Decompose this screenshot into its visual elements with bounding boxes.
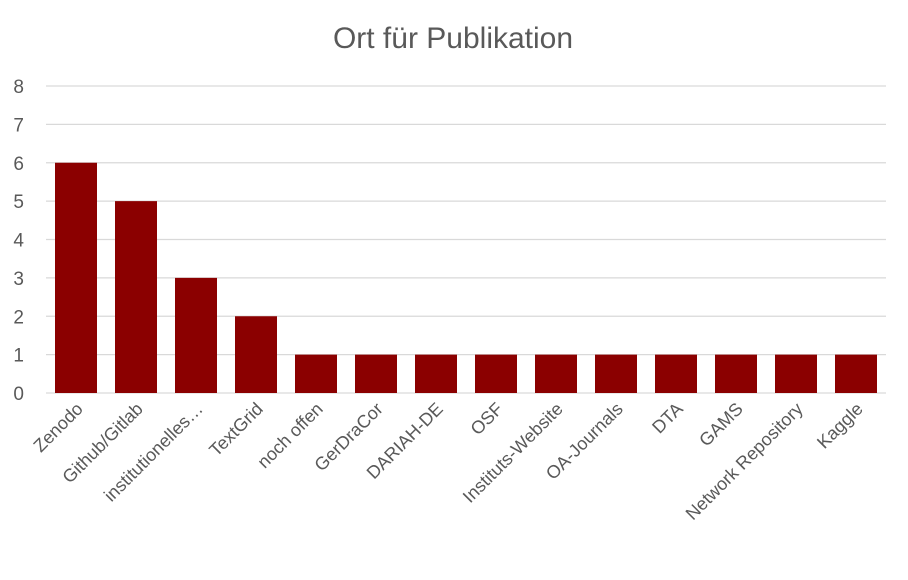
- x-axis-category-labels: ZenodoGithub/Gitlabinstitutionelles…Text…: [30, 399, 867, 524]
- bar-gerdracor: [355, 354, 397, 393]
- y-tick-label: 7: [13, 115, 24, 136]
- bar-zenodo: [55, 162, 97, 393]
- x-category-label: Instituts-Website: [459, 399, 567, 507]
- bar-kaggle: [835, 354, 877, 393]
- x-category-label: DTA: [648, 399, 687, 438]
- y-axis-ticks: 0 1 2 3 4 5 6 7 8: [13, 77, 24, 405]
- bar-dariah-de: [415, 354, 457, 393]
- gridlines: [46, 85, 886, 394]
- bar-network-repository: [775, 354, 817, 393]
- bar-institutionelles: [175, 277, 217, 393]
- x-category-label: Zenodo: [30, 399, 87, 456]
- bar-github-gitlab: [115, 201, 157, 393]
- bar-osf: [475, 354, 517, 393]
- bar-noch-offen: [295, 354, 337, 393]
- bar-instituts-website: [535, 354, 577, 393]
- y-tick-label: 4: [13, 231, 24, 252]
- x-category-label: OSF: [467, 399, 507, 439]
- y-tick-label: 1: [13, 346, 24, 367]
- bar-gams: [715, 354, 757, 393]
- chart-title: Ort für Publikation: [333, 22, 573, 55]
- x-category-label: TextGrid: [205, 399, 267, 461]
- x-category-label: GAMS: [695, 399, 747, 451]
- bar-dta: [655, 354, 697, 393]
- x-category-label: Kaggle: [813, 399, 867, 453]
- y-tick-label: 0: [13, 384, 24, 405]
- y-tick-label: 6: [13, 154, 24, 175]
- y-tick-label: 5: [13, 192, 24, 213]
- y-tick-label: 2: [13, 307, 24, 328]
- bar-textgrid: [235, 316, 277, 393]
- y-tick-label: 8: [13, 77, 24, 98]
- y-tick-label: 3: [13, 269, 24, 290]
- x-category-label: Network Repository: [682, 399, 807, 524]
- bars: [55, 162, 877, 393]
- bar-oa-journals: [595, 354, 637, 393]
